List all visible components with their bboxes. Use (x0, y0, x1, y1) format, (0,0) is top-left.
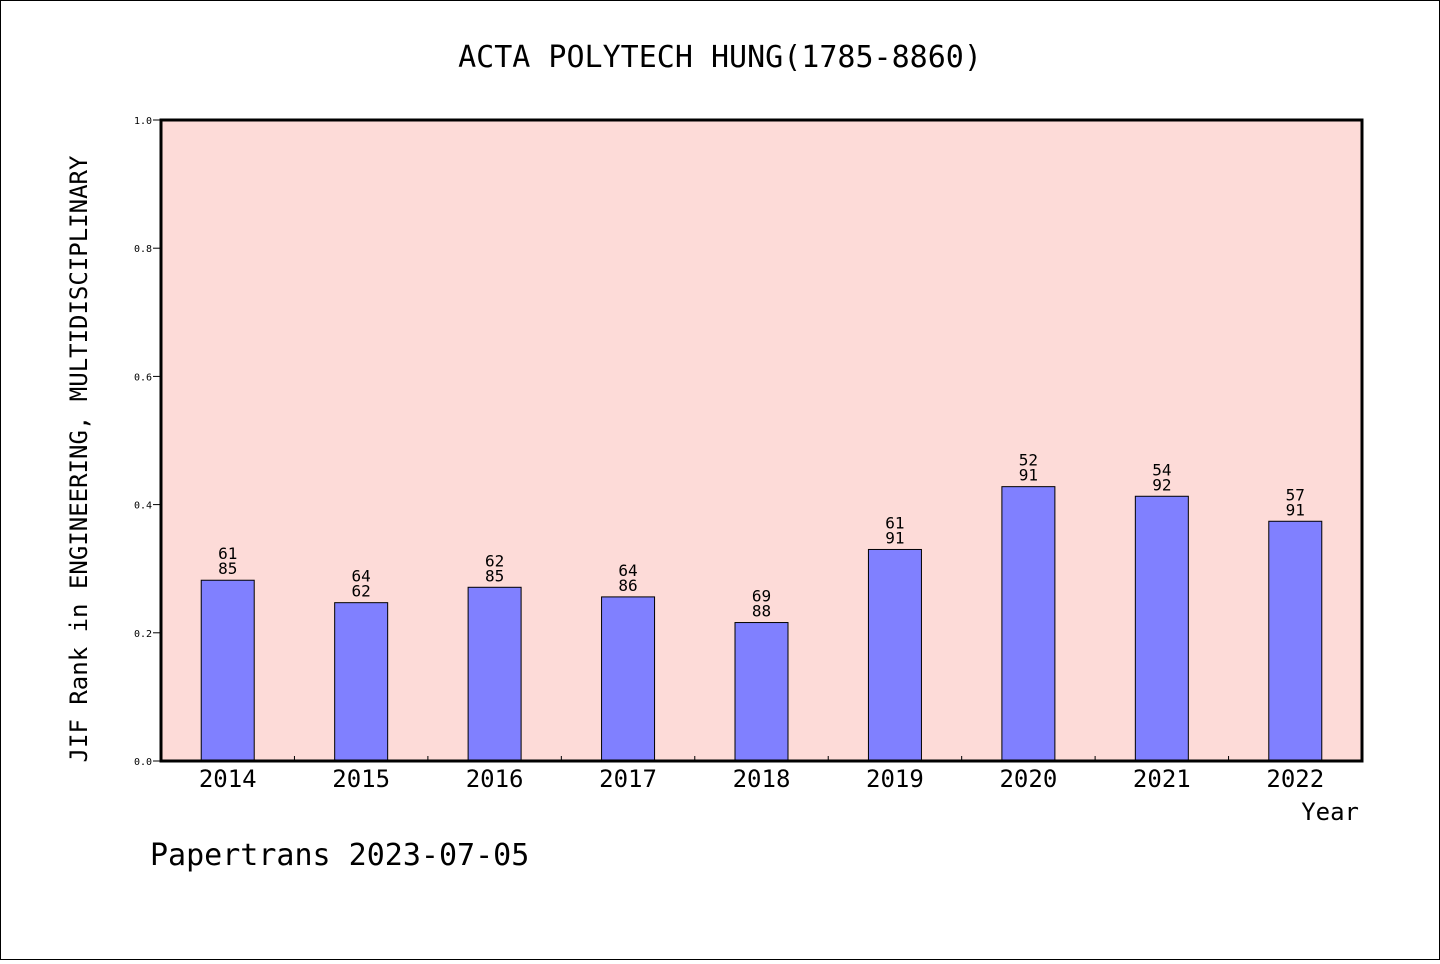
x-tick-label: 2020 (999, 765, 1057, 793)
bar-rank-label: 57 (1286, 485, 1305, 504)
y-axis: 0.0 0.2 0.4 0.6 0.8 1.0 (134, 116, 161, 768)
y-tick-label: 0.6 (134, 372, 152, 383)
bar-2017 (601, 596, 656, 762)
footer-credit: Papertrans 2023-07-05 (150, 838, 529, 873)
bar-2015 (334, 602, 389, 762)
bar-rank-label: 61 (218, 544, 237, 563)
x-tick-label: 2021 (1133, 765, 1191, 793)
x-tick-label: 2019 (866, 765, 924, 793)
x-tick-label: 2018 (733, 765, 791, 793)
y-tick-label: 0.2 (134, 629, 152, 640)
y-tick-label: 1.0 (134, 116, 152, 127)
plot-border (159, 118, 1364, 763)
x-tick-label: 2014 (199, 765, 257, 793)
x-tick-label: 2015 (332, 765, 390, 793)
x-tick-label: 2017 (599, 765, 657, 793)
x-axis-title: Year (1301, 798, 1359, 826)
bar-rank-label: 62 (485, 551, 504, 570)
bar-total-label: 85 (485, 566, 504, 585)
x-tick-label: 2016 (466, 765, 524, 793)
y-tick-label: 0.0 (134, 757, 152, 768)
bar-total-label: 91 (885, 528, 904, 547)
chart-title: ACTA POLYTECH HUNG(1785-8860) (458, 40, 982, 75)
bar-total-label: 88 (752, 602, 771, 621)
bar-total-label: 91 (1019, 466, 1038, 485)
bar-total-label: 86 (618, 576, 637, 595)
bar-rank-label: 54 (1152, 460, 1171, 479)
bar-2019 (867, 548, 922, 762)
bar-total-label: 85 (218, 559, 237, 578)
bar-2014 (200, 579, 255, 762)
bar-2020 (1001, 486, 1056, 762)
bar-rank-label: 64 (352, 567, 371, 586)
bar-rank-label: 61 (885, 513, 904, 532)
bar-2022 (1268, 520, 1323, 762)
bar-total-label: 62 (352, 582, 371, 601)
bar-2018 (734, 622, 789, 762)
bar-rank-label: 69 (752, 587, 771, 606)
bar-2016 (467, 586, 522, 762)
bar-2021 (1134, 495, 1189, 762)
y-tick-label: 0.4 (134, 501, 152, 512)
y-axis-title: JIF Rank in ENGINEERING, MULTIDISCIPLINA… (65, 155, 93, 762)
x-tick-label: 2022 (1266, 765, 1324, 793)
y-tick-label: 0.8 (134, 244, 152, 255)
bar-rank-label: 64 (618, 561, 637, 580)
bar-total-label: 92 (1152, 475, 1171, 494)
bar-rank-label: 52 (1019, 451, 1038, 470)
x-axis: 2014 2015 2016 2017 2018 2019 2020 2021 2022 (199, 756, 1324, 793)
bar-total-label: 91 (1286, 500, 1305, 519)
